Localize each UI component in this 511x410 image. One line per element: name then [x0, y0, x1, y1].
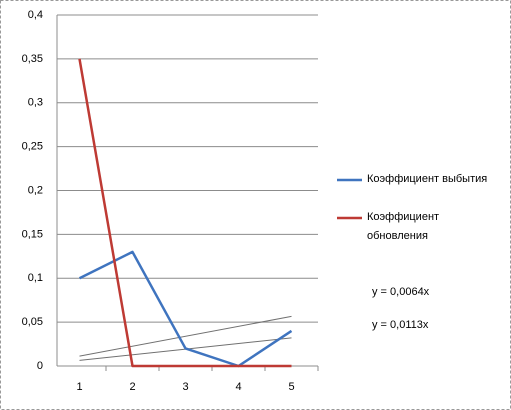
x-tick-label: 2 — [129, 381, 135, 393]
legend-label: Коэффициент обновления — [367, 211, 440, 242]
x-tick-label: 5 — [288, 381, 294, 393]
y-tick-label: 0,15 — [22, 228, 43, 240]
y-tick-label: 0,25 — [22, 141, 43, 153]
y-tick-label: 0,1 — [28, 272, 43, 284]
trendline-label: y = 0,0064x — [372, 286, 430, 298]
series-line — [78, 58, 292, 368]
x-tick-label: 3 — [182, 381, 188, 393]
x-tick-label: 1 — [76, 381, 82, 393]
y-tick-label: 0,05 — [22, 316, 43, 328]
y-tick-label: 0,2 — [28, 184, 43, 196]
y-tick-label: 0,3 — [28, 97, 43, 109]
legend-label: Коэффициент выбытия — [367, 173, 488, 185]
y-tick-label: 0,35 — [22, 53, 43, 65]
trendline — [79, 315, 292, 357]
x-tick-label: 4 — [235, 381, 241, 393]
y-tick-label: 0 — [37, 360, 43, 372]
trendline-label: y = 0,0113x — [372, 319, 429, 331]
y-tick-label: 0,4 — [28, 9, 43, 21]
